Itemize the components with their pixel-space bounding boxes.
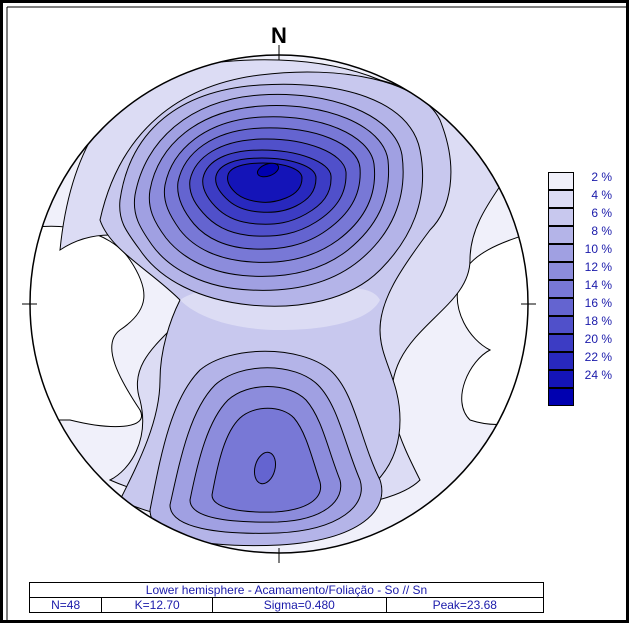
info-sigma: Sigma=0.480 — [212, 597, 387, 613]
legend-swatch — [548, 315, 574, 334]
legend-label: 10 % — [584, 241, 612, 256]
legend-label: 12 % — [584, 259, 612, 274]
legend-row: 22 % — [548, 349, 612, 370]
legend-swatch — [548, 369, 574, 388]
legend-label: 22 % — [584, 349, 612, 364]
legend-row: 24 % — [548, 367, 612, 388]
legend-swatch — [548, 207, 574, 226]
legend-row — [548, 387, 612, 406]
info-peak: Peak=23.68 — [385, 597, 545, 613]
legend-row: 14 % — [548, 277, 612, 298]
legend-row: 4 % — [548, 187, 612, 208]
legend-row: 10 % — [548, 241, 612, 262]
legend-swatch — [548, 261, 574, 280]
legend-label: 14 % — [584, 277, 612, 292]
legend-row: 12 % — [548, 259, 612, 280]
legend-swatch — [548, 225, 574, 244]
north-label: N — [271, 23, 287, 48]
legend-label: 4 % — [591, 187, 612, 202]
contour-fill — [30, 55, 528, 553]
info-k: K=12.70 — [101, 597, 214, 613]
legend-row: 18 % — [548, 313, 612, 334]
legend-label: 8 % — [591, 223, 612, 238]
info-table: Lower hemisphere - Acamamento/Foliação -… — [28, 582, 545, 613]
legend-row: 6 % — [548, 205, 612, 226]
legend-swatch — [548, 243, 574, 262]
legend-swatch — [548, 171, 574, 190]
legend-swatch — [548, 279, 574, 298]
legend-label: 24 % — [584, 367, 612, 382]
legend-label: 6 % — [591, 205, 612, 220]
legend-swatch — [548, 297, 574, 316]
legend-row: 16 % — [548, 295, 612, 316]
legend-label: 16 % — [584, 295, 612, 310]
legend-label: 18 % — [584, 313, 612, 328]
info-n: N=48 — [28, 597, 103, 613]
legend-label: 2 % — [591, 169, 612, 184]
legend-swatch — [548, 189, 574, 208]
legend-row: 8 % — [548, 223, 612, 244]
legend-swatch — [548, 333, 574, 352]
legend-swatch — [548, 351, 574, 370]
contour-legend: 2 % 4 % 6 % 8 % 10 % 12 % 14 % 16 % 18 % 20 % 22 %… — [548, 169, 612, 406]
legend-label: 20 % — [584, 331, 612, 346]
legend-swatch — [548, 387, 574, 406]
legend-row: 20 % — [548, 331, 612, 352]
legend-row: 2 % — [548, 169, 612, 190]
info-title: Lower hemisphere - Acamamento/Foliação -… — [29, 582, 544, 598]
